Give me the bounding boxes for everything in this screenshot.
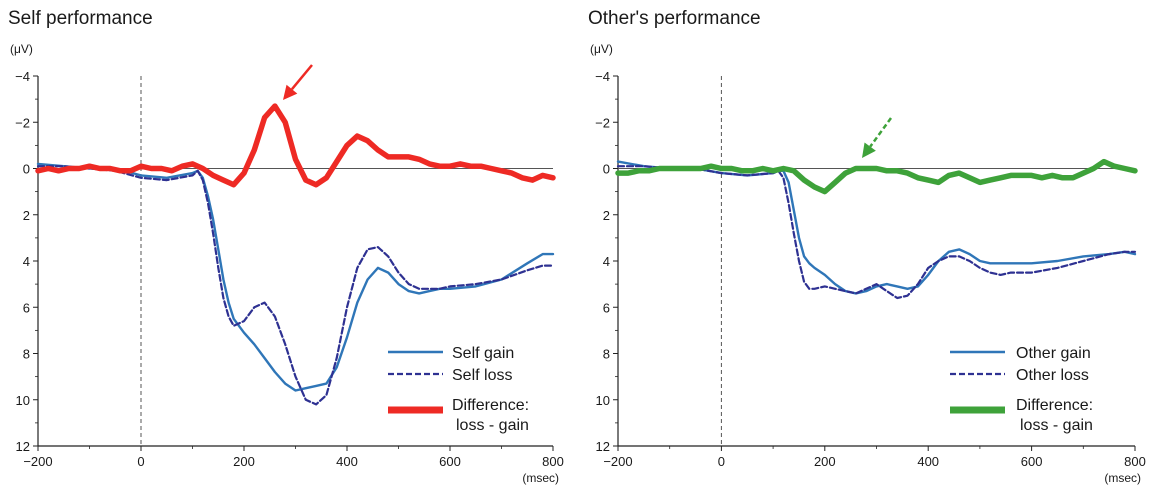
y-tick-label: −4: [15, 69, 30, 84]
x-tick-label: 600: [439, 454, 461, 469]
y-unit-label: (μV): [590, 42, 613, 56]
y-tick-label: −2: [15, 115, 30, 130]
y-tick-label: 12: [596, 439, 610, 454]
y-tick-label: 2: [603, 208, 610, 223]
y-tick-label: 10: [16, 393, 30, 408]
series-line-1: [36, 165, 555, 406]
y-tick-label: 12: [16, 439, 30, 454]
x-tick-label: −200: [23, 454, 52, 469]
y-tick-label: −4: [595, 69, 610, 84]
y-tick-label: 0: [23, 162, 30, 177]
legend-label-gain: Self gain: [452, 345, 514, 362]
series-line-2: [35, 103, 556, 188]
legend-label-difference-formula: loss - gain: [1020, 417, 1093, 434]
y-tick-label: 8: [23, 347, 30, 362]
series-line-0: [616, 160, 1137, 295]
x-tick-label: −200: [603, 454, 632, 469]
y-tick-label: 4: [23, 254, 30, 269]
chart-title-other: Other's performance: [588, 8, 761, 29]
x-unit-label: (msec): [1104, 471, 1141, 485]
legend-label-difference: Difference:: [1016, 397, 1093, 414]
y-tick-label: 6: [23, 300, 30, 315]
legend-label-difference: Difference:: [452, 397, 529, 414]
x-tick-label: 400: [336, 454, 358, 469]
y-tick-label: 2: [23, 208, 30, 223]
legend-label-gain: Other gain: [1016, 345, 1091, 362]
annotation-arrow-head: [862, 142, 876, 158]
series-line-1: [616, 165, 1137, 300]
y-tick-label: 6: [603, 300, 610, 315]
x-tick-label: 0: [718, 454, 725, 469]
legend-label-difference-formula: loss - gain: [456, 417, 529, 434]
y-unit-label: (μV): [10, 42, 33, 56]
x-tick-label: 400: [917, 454, 939, 469]
x-tick-label: 800: [542, 454, 564, 469]
x-tick-label: 200: [233, 454, 255, 469]
y-tick-label: 4: [603, 254, 610, 269]
x-tick-label: 600: [1021, 454, 1043, 469]
annotation-arrow-shaft: [869, 117, 893, 148]
annotation-arrow-shaft: [290, 64, 313, 91]
legend-label-loss: Self loss: [452, 367, 512, 384]
y-tick-label: 10: [596, 393, 610, 408]
x-tick-label: 200: [814, 454, 836, 469]
legend-label-loss: Other loss: [1016, 367, 1089, 384]
series-line-2: [615, 158, 1138, 195]
x-tick-label: 800: [1124, 454, 1146, 469]
y-tick-label: −2: [595, 115, 610, 130]
chart-title-self: Self performance: [8, 8, 153, 29]
x-unit-label: (msec): [522, 471, 559, 485]
annotation-arrow-head: [283, 84, 298, 100]
x-tick-label: 0: [137, 454, 144, 469]
y-tick-label: 8: [603, 347, 610, 362]
y-tick-label: 0: [603, 162, 610, 177]
